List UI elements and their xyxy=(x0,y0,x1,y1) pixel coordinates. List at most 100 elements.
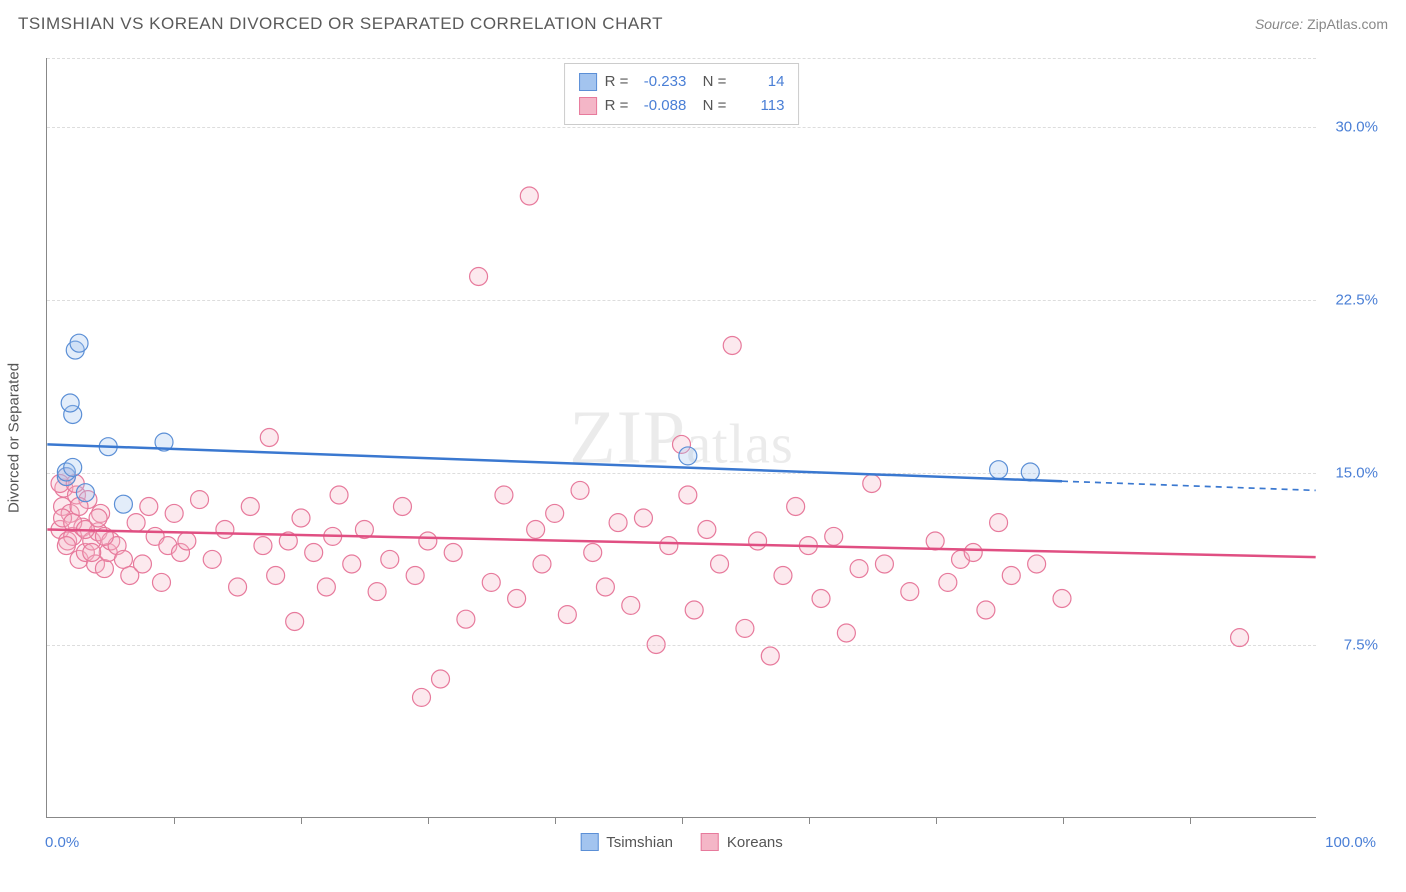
data-point xyxy=(406,567,424,585)
data-point xyxy=(660,537,678,555)
data-point xyxy=(812,590,830,608)
data-point xyxy=(939,573,957,591)
y-tick-label: 7.5% xyxy=(1322,637,1378,654)
data-point xyxy=(393,498,411,516)
legend-swatch-0 xyxy=(580,833,598,851)
data-point xyxy=(317,578,335,596)
data-point xyxy=(64,458,82,476)
trend-line-extrapolated xyxy=(1062,481,1316,490)
data-point xyxy=(1028,555,1046,573)
data-point xyxy=(1231,629,1249,647)
data-point xyxy=(457,610,475,628)
data-point xyxy=(57,537,75,555)
data-point xyxy=(178,532,196,550)
data-point xyxy=(267,567,285,585)
data-point xyxy=(1002,567,1020,585)
data-point xyxy=(990,514,1008,532)
data-point xyxy=(825,527,843,545)
data-point xyxy=(977,601,995,619)
data-point xyxy=(875,555,893,573)
data-point xyxy=(83,544,101,562)
data-point xyxy=(444,544,462,562)
stat-r-label-0: R = xyxy=(605,70,629,94)
data-point xyxy=(343,555,361,573)
plot-svg xyxy=(47,58,1316,817)
data-point xyxy=(165,504,183,522)
data-point xyxy=(70,334,88,352)
stat-r-value-0: -0.233 xyxy=(636,70,686,94)
stat-n-value-1: 113 xyxy=(734,94,784,118)
legend-item-1: Koreans xyxy=(701,833,783,851)
data-point xyxy=(850,560,868,578)
bottom-legend: Tsimshian Koreans xyxy=(580,833,783,851)
data-point xyxy=(584,544,602,562)
data-point xyxy=(736,619,754,637)
data-point xyxy=(191,491,209,509)
source-attribution: Source: ZipAtlas.com xyxy=(1255,16,1388,32)
data-point xyxy=(114,550,132,568)
data-point xyxy=(368,583,386,601)
data-point xyxy=(711,555,729,573)
data-point xyxy=(964,544,982,562)
stat-n-label-0: N = xyxy=(694,70,726,94)
plot-area: 7.5%15.0%22.5%30.0% ZIPatlas R = -0.233 … xyxy=(46,58,1316,818)
source-prefix: Source: xyxy=(1255,16,1307,32)
data-point xyxy=(140,498,158,516)
stat-n-label-1: N = xyxy=(694,94,726,118)
data-point xyxy=(609,514,627,532)
trend-line xyxy=(47,530,1315,558)
data-point xyxy=(698,521,716,539)
data-point xyxy=(901,583,919,601)
x-tick xyxy=(682,817,683,824)
data-point xyxy=(749,532,767,550)
data-point xyxy=(533,555,551,573)
x-max-label: 100.0% xyxy=(1325,834,1376,851)
stat-r-value-1: -0.088 xyxy=(636,94,686,118)
data-point xyxy=(863,475,881,493)
data-point xyxy=(596,578,614,596)
data-point xyxy=(774,567,792,585)
legend-label-0: Tsimshian xyxy=(606,834,673,851)
x-tick xyxy=(809,817,810,824)
x-tick xyxy=(1063,817,1064,824)
stat-r-label-1: R = xyxy=(605,94,629,118)
data-point xyxy=(622,596,640,614)
data-point xyxy=(647,636,665,654)
data-point xyxy=(990,461,1008,479)
data-point xyxy=(558,606,576,624)
data-point xyxy=(432,670,450,688)
data-point xyxy=(330,486,348,504)
data-point xyxy=(95,560,113,578)
trend-line xyxy=(47,444,1062,481)
plot-wrap: Divorced or Separated 7.5%15.0%22.5%30.0… xyxy=(46,58,1376,818)
data-point xyxy=(419,532,437,550)
data-point xyxy=(152,573,170,591)
x-tick xyxy=(1190,817,1191,824)
data-point xyxy=(527,521,545,539)
data-point xyxy=(761,647,779,665)
data-point xyxy=(260,429,278,447)
data-point xyxy=(685,601,703,619)
y-tick-label: 30.0% xyxy=(1322,119,1378,136)
data-point xyxy=(634,509,652,527)
data-point xyxy=(926,532,944,550)
data-point xyxy=(571,481,589,499)
stats-row-series-1: R = -0.088 N = 113 xyxy=(579,94,785,118)
stat-n-value-0: 14 xyxy=(734,70,784,94)
data-point xyxy=(305,544,323,562)
data-point xyxy=(292,509,310,527)
data-point xyxy=(254,537,272,555)
chart-title: TSIMSHIAN VS KOREAN DIVORCED OR SEPARATE… xyxy=(18,14,663,34)
legend-item-0: Tsimshian xyxy=(580,833,673,851)
data-point xyxy=(381,550,399,568)
data-point xyxy=(482,573,500,591)
data-point xyxy=(1021,463,1039,481)
y-tick-label: 22.5% xyxy=(1322,291,1378,308)
data-point xyxy=(837,624,855,642)
stats-legend: R = -0.233 N = 14 R = -0.088 N = 113 xyxy=(564,63,800,125)
swatch-series-1 xyxy=(579,97,597,115)
data-point xyxy=(679,447,697,465)
legend-swatch-1 xyxy=(701,833,719,851)
data-point xyxy=(679,486,697,504)
data-point xyxy=(89,509,107,527)
